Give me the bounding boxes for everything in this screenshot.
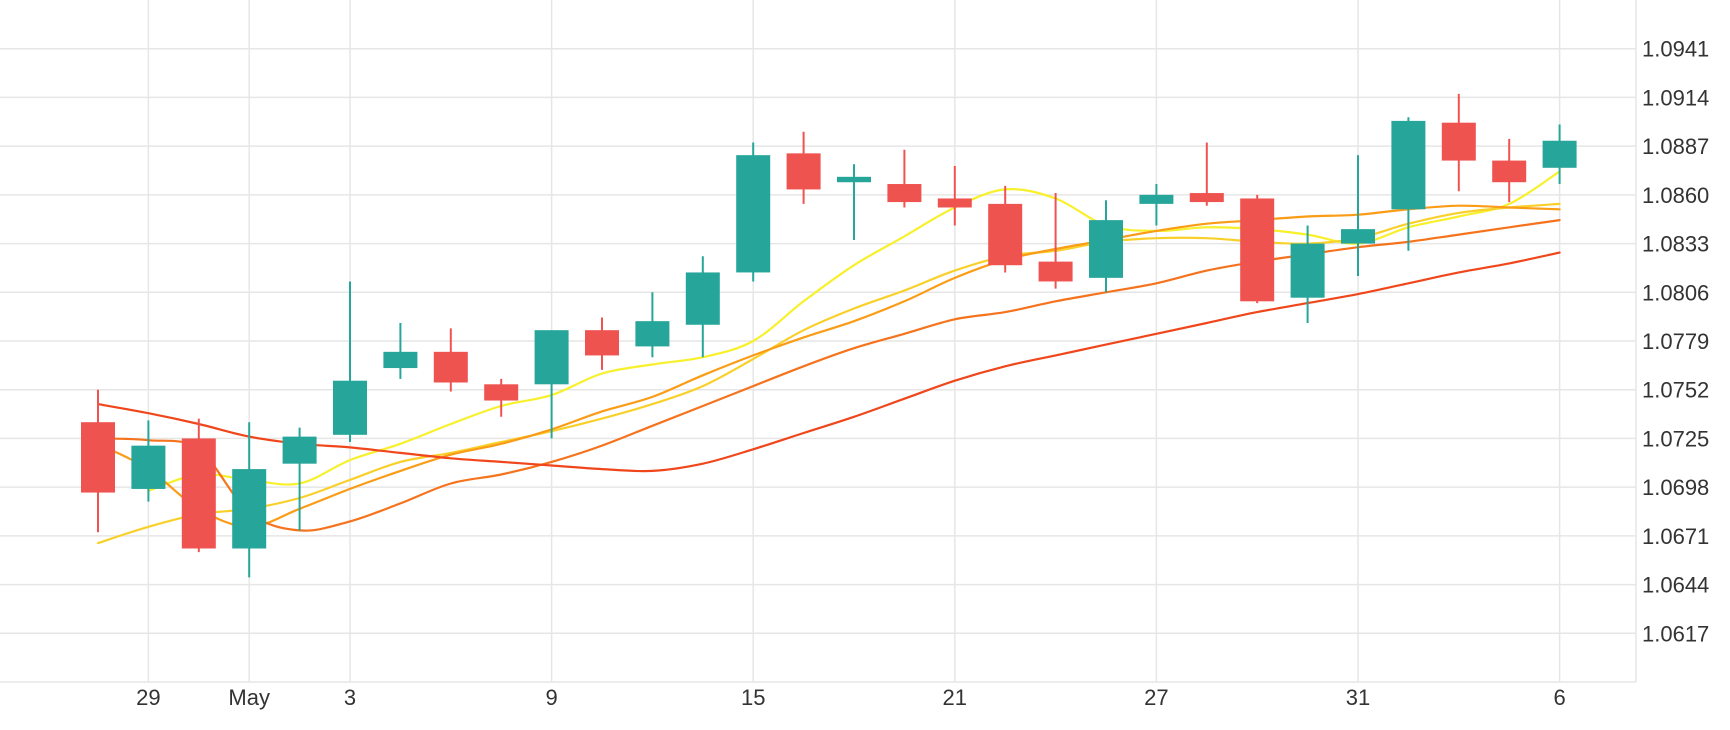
y-tick-label: 1.0914 <box>1642 85 1709 110</box>
candle-body-down <box>181 438 216 549</box>
grid-layer <box>0 0 1637 683</box>
candle <box>887 149 922 208</box>
candle-body-down <box>81 422 115 493</box>
candle <box>433 328 468 392</box>
candle <box>333 281 367 443</box>
x-axis: 29 May 3 9 15 21 27 31 6 <box>136 685 1566 710</box>
candle <box>181 418 216 553</box>
x-tick-label: May <box>228 685 270 710</box>
y-tick-label: 1.0887 <box>1642 134 1709 159</box>
candle <box>232 422 267 578</box>
y-tick-label: 1.0833 <box>1642 232 1709 257</box>
candle <box>484 378 519 417</box>
y-tick-label: 1.0644 <box>1642 573 1709 598</box>
y-tick-label: 1.0671 <box>1642 524 1709 549</box>
candle <box>1492 138 1527 203</box>
y-axis: 1.0617 1.0644 1.0671 1.0698 1.0725 1.0752 1.07… <box>1642 37 1709 647</box>
candle <box>1542 124 1577 185</box>
candle-body-down <box>1189 193 1224 203</box>
candle-body-up <box>736 155 771 273</box>
moving-average-line-2 <box>96 202 1561 545</box>
candle <box>786 131 821 204</box>
candle-body-up <box>635 321 670 347</box>
candle <box>1341 155 1375 277</box>
candle <box>1240 194 1275 304</box>
candle-body-up <box>1290 243 1325 298</box>
candle <box>1089 200 1123 293</box>
candle-body-down <box>1492 160 1527 183</box>
candle <box>1391 117 1426 251</box>
candle <box>585 317 619 370</box>
candle-body-down <box>1038 261 1073 282</box>
moving-average-line-4 <box>96 219 1561 532</box>
candle <box>383 322 418 379</box>
candle-body-up <box>333 380 367 435</box>
candle-body-up <box>131 445 166 489</box>
candle-body-down <box>1240 198 1275 302</box>
candle-body-up <box>1089 220 1123 278</box>
candle-body-down <box>433 351 468 383</box>
candle-body-up <box>1542 140 1577 168</box>
x-tick-label: 9 <box>545 685 557 710</box>
y-tick-label: 1.0941 <box>1642 37 1709 62</box>
x-tick-label: 31 <box>1346 685 1370 710</box>
candle <box>685 256 720 358</box>
y-tick-label: 1.0860 <box>1642 183 1709 208</box>
candle <box>1038 193 1073 289</box>
candle-body-down <box>988 203 1023 266</box>
candle <box>635 292 670 358</box>
candle <box>837 164 871 240</box>
x-tick-label: 27 <box>1144 685 1168 710</box>
candle <box>1189 142 1224 206</box>
candle <box>131 420 166 502</box>
candle <box>534 330 569 439</box>
candle-body-up <box>1139 194 1174 204</box>
candle-body-up <box>282 436 317 464</box>
candle-body-down <box>887 184 922 203</box>
moving-average-line-1 <box>147 170 1561 492</box>
candle-body-up <box>534 330 569 385</box>
candle-body-up <box>1341 229 1375 244</box>
y-tick-label: 1.0806 <box>1642 280 1709 305</box>
candle-body-up <box>383 351 418 369</box>
candle <box>988 185 1023 273</box>
candle-body-down <box>484 384 519 401</box>
y-tick-label: 1.0779 <box>1642 329 1709 354</box>
candle <box>937 165 972 226</box>
y-tick-label: 1.0752 <box>1642 378 1709 403</box>
candle-body-down <box>786 153 821 190</box>
candle-body-up <box>232 469 267 549</box>
moving-average-line-3 <box>96 204 1561 528</box>
candle-body-up <box>685 272 720 325</box>
x-tick-label: 21 <box>943 685 967 710</box>
candle-body-up <box>837 176 871 183</box>
y-tick-label: 1.0698 <box>1642 475 1709 500</box>
x-tick-label: 15 <box>741 685 765 710</box>
candle <box>736 142 771 282</box>
candle <box>81 389 115 533</box>
candle-body-down <box>585 330 619 356</box>
candles <box>81 93 1577 578</box>
x-tick-label: 6 <box>1553 685 1565 710</box>
candle-body-down <box>937 198 972 208</box>
moving-averages <box>96 170 1561 545</box>
moving-average-line-5 <box>96 251 1561 473</box>
x-tick-label: 29 <box>136 685 160 710</box>
candle <box>282 427 317 531</box>
y-tick-label: 1.0725 <box>1642 426 1709 451</box>
candle-body-down <box>1441 122 1476 161</box>
x-tick-label: 3 <box>344 685 356 710</box>
candle <box>1441 93 1476 192</box>
candle <box>1290 225 1325 323</box>
candle-body-up <box>1391 120 1426 210</box>
candle <box>1139 184 1174 226</box>
y-tick-label: 1.0617 <box>1642 621 1709 646</box>
